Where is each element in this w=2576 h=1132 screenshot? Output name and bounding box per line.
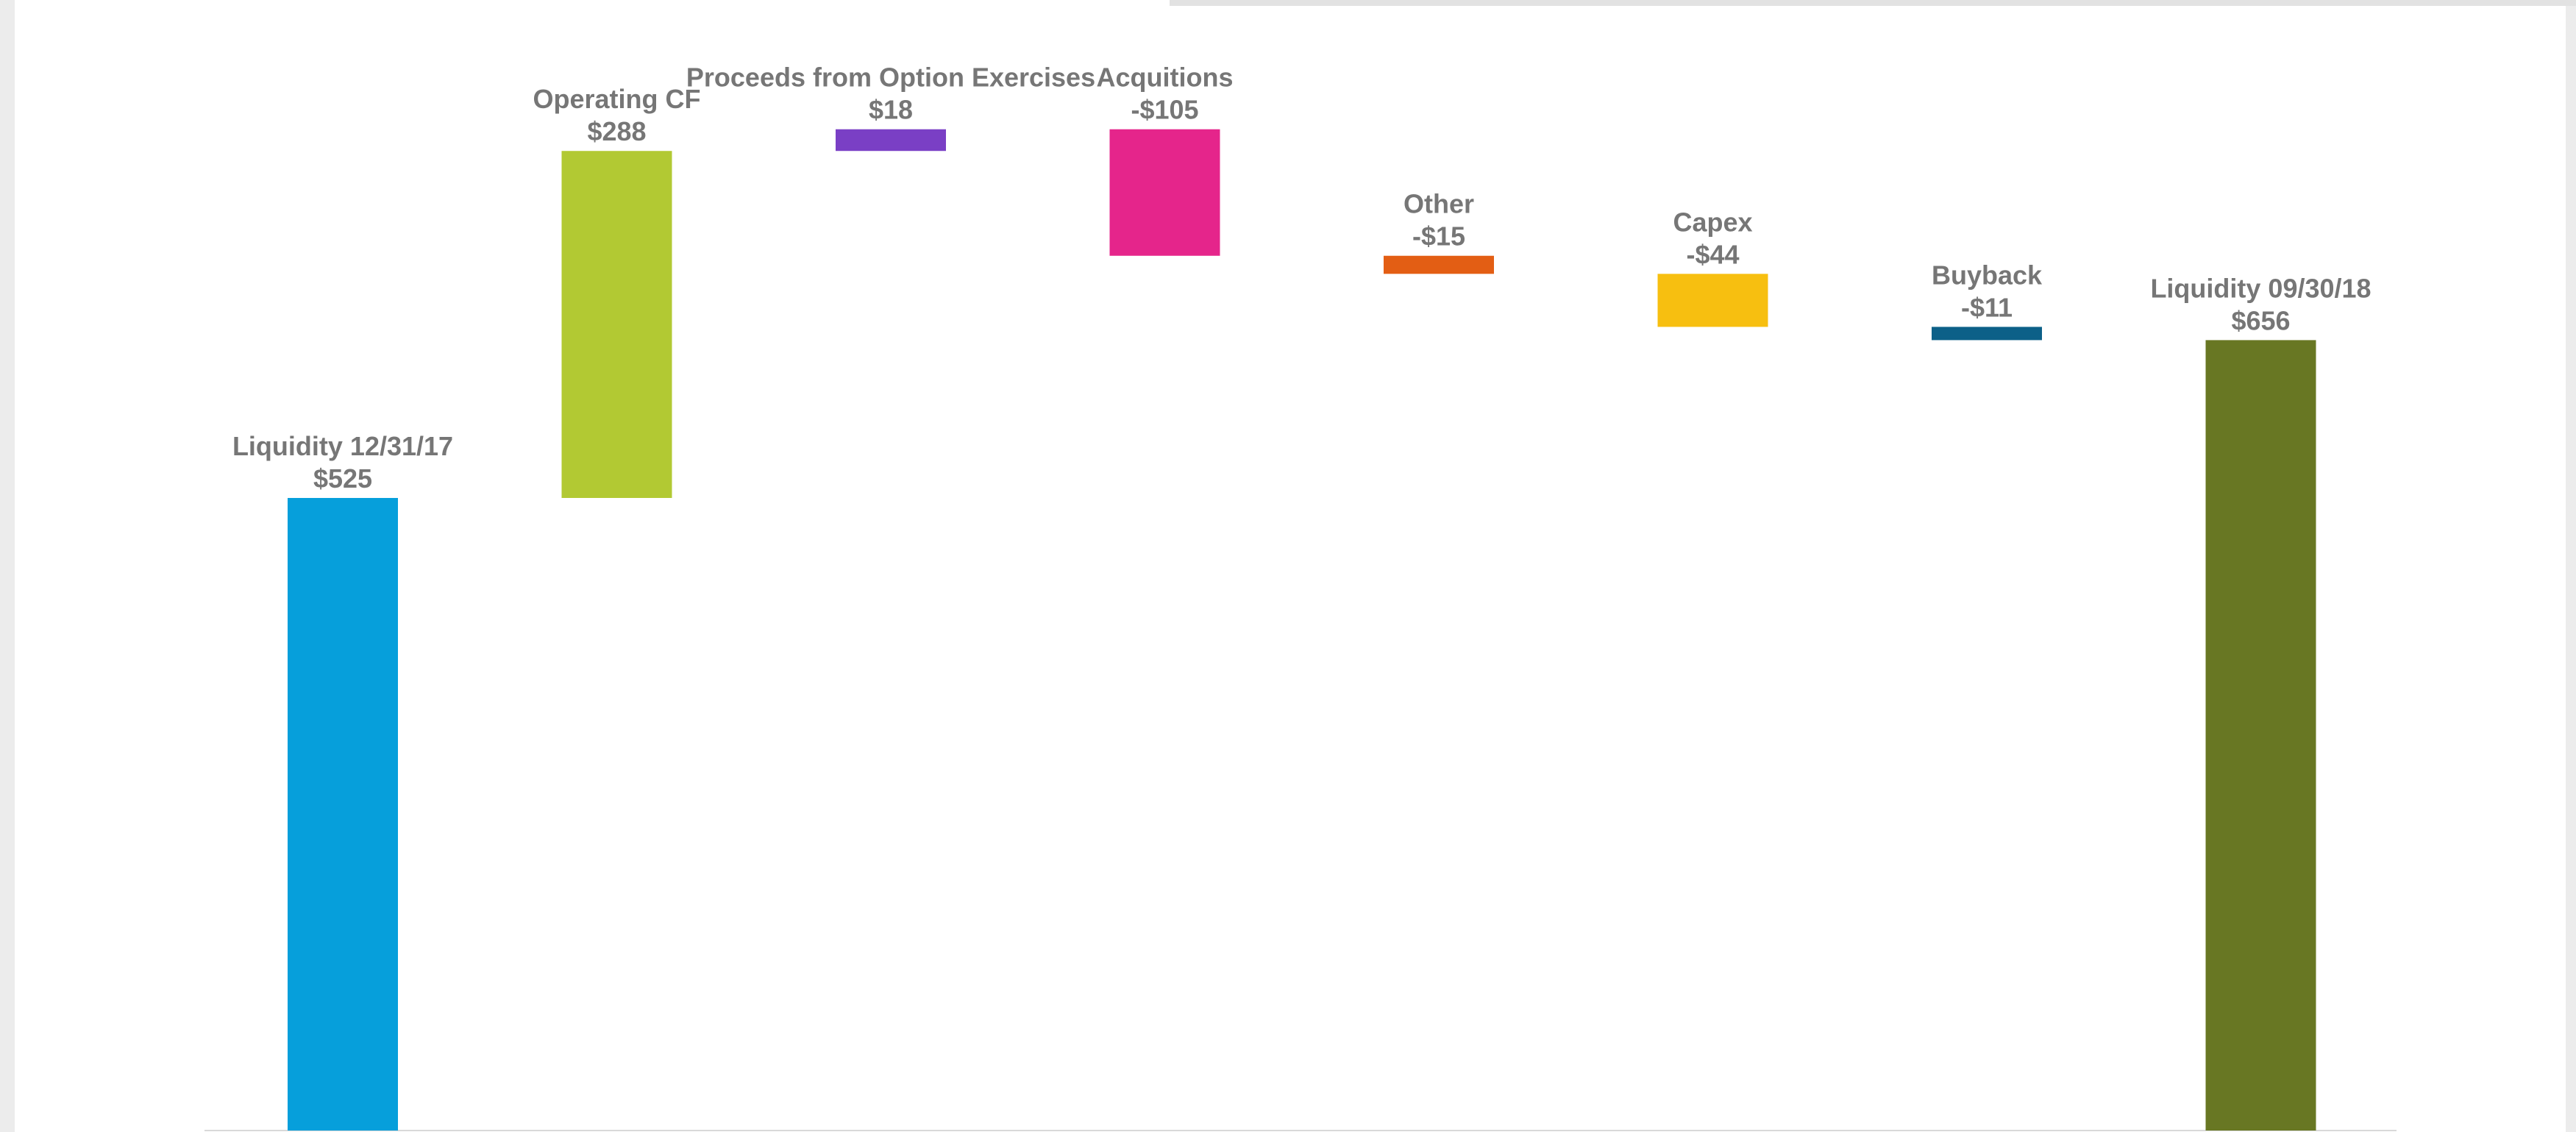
bar-category-label: Proceeds from Option Exercises <box>686 63 1095 93</box>
bar-value-label: -$11 <box>1961 292 2013 322</box>
window-top-strip <box>1170 0 2576 6</box>
bar-category-label: Liquidity 09/30/18 <box>2150 273 2371 303</box>
bar-category-label: Liquidity 12/31/17 <box>232 431 453 461</box>
bar-value-label: -$44 <box>1686 239 1739 269</box>
bar-3 <box>836 129 946 152</box>
chart-canvas <box>15 0 2566 1132</box>
bar-value-label: -$105 <box>1131 95 1198 125</box>
bar-value-label: $288 <box>587 116 646 146</box>
bars <box>288 129 2316 1131</box>
bar-8 <box>2205 340 2316 1131</box>
bar-category-label: Capex <box>1673 207 1752 237</box>
bar-category-label: Acquitions <box>1097 63 1234 93</box>
bar-2 <box>561 151 672 498</box>
bar-category-label: Other <box>1403 189 1474 219</box>
bar-value-label: $525 <box>313 463 372 494</box>
bar-7 <box>1932 327 2042 341</box>
bar-category-label: Buyback <box>1932 260 2043 290</box>
bar-1 <box>288 498 398 1131</box>
bar-4 <box>1109 129 1220 256</box>
bar-value-label: $656 <box>2231 305 2290 335</box>
bar-value-label: $18 <box>869 95 913 125</box>
bar-5 <box>1384 255 1494 274</box>
bar-category-label: Operating CF <box>533 84 700 114</box>
bar-6 <box>1657 274 1768 327</box>
bar-value-label: -$15 <box>1412 221 1465 252</box>
